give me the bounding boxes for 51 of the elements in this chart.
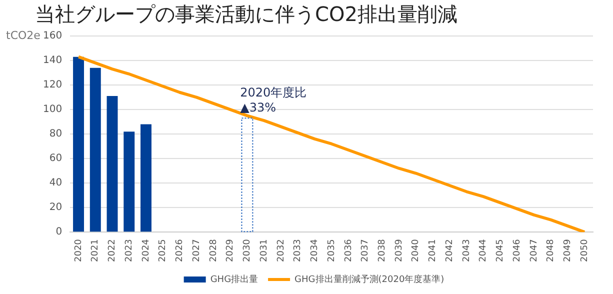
x-tick-label: 2035: [326, 239, 337, 262]
x-tick-label: 2050: [580, 238, 590, 262]
y-tick-label: 160: [42, 30, 62, 42]
x-tick-label: 2048: [546, 238, 556, 262]
y-axis-title: tCO2e: [6, 28, 41, 42]
x-tick-label: 2039: [394, 238, 404, 262]
x-tick-label: 2021: [90, 239, 101, 262]
x-tick-label: 2025: [158, 239, 168, 262]
x-tick-label: 2027: [192, 239, 202, 262]
y-tick-label: 120: [42, 80, 62, 91]
x-tick-label: 2038: [377, 238, 388, 262]
x-tick-label: 2020: [74, 238, 84, 262]
y-tick-label: 40: [49, 178, 62, 189]
bar: [106, 96, 118, 232]
x-tick-label: 2028: [208, 238, 219, 262]
x-tick-label: 2036: [344, 238, 354, 262]
bar: [140, 124, 152, 232]
x-tick-label: 2022: [108, 239, 118, 262]
x-tick-label: 2049: [563, 238, 574, 262]
x-tick-label: 2031: [259, 239, 270, 262]
x-tick-label: 2024: [141, 238, 152, 262]
y-tick-label: 60: [49, 153, 62, 164]
x-tick-label: 2041: [428, 239, 438, 262]
x-tick-label: 2044: [478, 238, 489, 262]
x-tick-label: 2046: [512, 238, 522, 262]
y-tick-label: 100: [42, 104, 62, 116]
x-tick-label: 2047: [529, 239, 540, 262]
legend-label: GHG排出量: [210, 274, 258, 285]
x-tick-label: 2029: [226, 238, 236, 262]
x-tick-label: 2037: [360, 239, 371, 262]
x-tick-label: 2042: [444, 239, 455, 262]
legend-label: GHG排出量削減予測(2020年度基準): [294, 274, 444, 285]
y-tick-label: 140: [42, 55, 62, 66]
x-tick-label: 2045: [496, 239, 506, 262]
x-tick-label: 2032: [276, 239, 286, 262]
x-tick-label: 2026: [175, 238, 186, 262]
y-tick-label: 0: [56, 226, 62, 238]
bar: [124, 132, 135, 232]
bar: [241, 118, 254, 232]
annotation: 2020年度比 ▲33%: [240, 86, 307, 115]
chart-title: 当社グループの事業活動に伴うCO2排出量削減: [35, 2, 458, 26]
x-tick-label: 2033: [293, 239, 304, 262]
x-tick-label: 2023: [124, 239, 134, 262]
y-tick-label: 80: [49, 128, 62, 140]
x-tick-label: 2040: [411, 238, 422, 262]
bar: [73, 56, 84, 232]
x-tick-label: 2030: [242, 238, 253, 262]
bar: [90, 68, 101, 232]
y-tick-label: 20: [49, 202, 62, 214]
x-tick-label: 2034: [310, 238, 320, 262]
x-tick-label: 2043: [462, 239, 472, 262]
